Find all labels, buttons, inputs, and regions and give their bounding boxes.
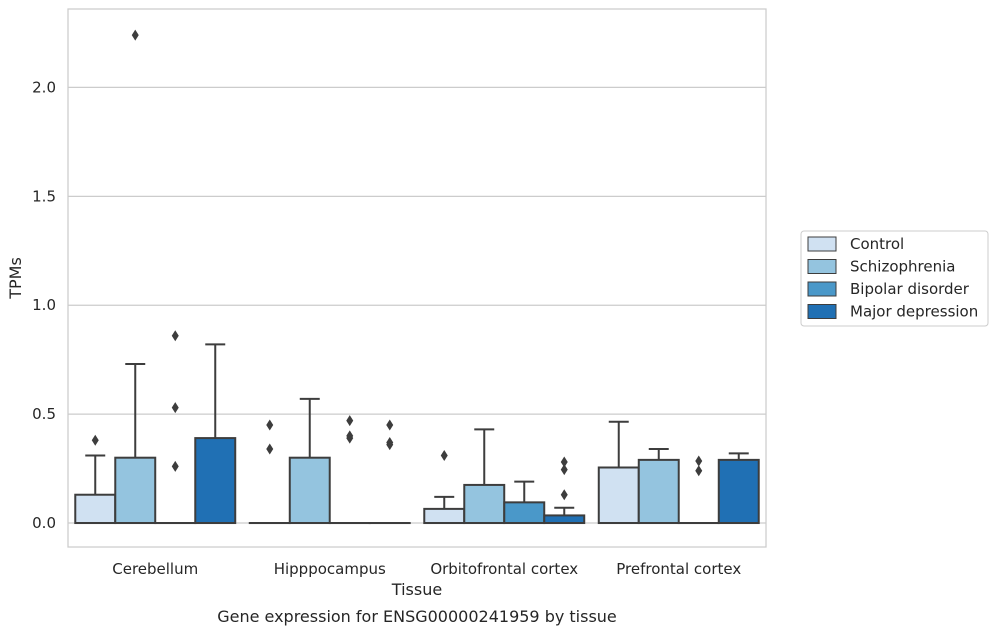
x-tick-label: Cerebellum <box>112 560 198 578</box>
legend-label: Schizophrenia <box>850 258 955 276</box>
outlier-point <box>560 456 568 468</box>
outlier-point <box>171 460 179 472</box>
box-group <box>677 455 720 525</box>
boxes-layer <box>74 29 760 525</box>
gridlines <box>68 86 766 524</box>
outlier-point <box>266 443 274 455</box>
outlier-point <box>346 430 354 442</box>
outlier-point <box>131 29 139 41</box>
box-group <box>637 447 680 525</box>
outlier-point <box>386 419 394 431</box>
y-tick-label: 0.0 <box>32 514 56 532</box>
y-tick-label: 1.5 <box>32 187 56 205</box>
outlier-point <box>386 436 394 448</box>
outlier-point <box>91 434 99 446</box>
box-group <box>114 29 157 525</box>
y-axis-ticks: 0.0 0.5 1.0 1.5 2.0 <box>32 78 56 532</box>
x-axis-label: Tissue <box>391 580 442 599</box>
outlier-point <box>346 415 354 427</box>
box <box>637 458 680 525</box>
x-axis-ticks: Cerebellum Hipppocampus Orbitofrontal cort… <box>112 560 741 578</box>
box-group <box>717 452 760 525</box>
plot-area-frame <box>67 8 767 548</box>
box-group <box>288 397 331 525</box>
x-tick-label: Prefrontal cortex <box>616 560 741 578</box>
legend-label: Control <box>850 235 904 253</box>
outlier-point <box>266 419 274 431</box>
x-tick-label: Orbitofrontal cortex <box>430 560 578 578</box>
box-group <box>368 419 411 525</box>
box <box>194 437 237 525</box>
legend-swatch <box>807 304 837 319</box>
box-group <box>154 330 197 525</box>
box <box>597 466 640 525</box>
box <box>543 514 586 525</box>
y-tick-label: 1.0 <box>32 296 56 314</box>
box <box>503 501 546 525</box>
y-axis-label: TPMs <box>6 257 25 300</box>
box <box>74 493 117 525</box>
outlier-point <box>695 455 703 467</box>
outlier-point <box>440 450 448 462</box>
box-group <box>597 420 640 525</box>
legend-label: Major depression <box>850 303 978 321</box>
outlier-point <box>171 330 179 342</box>
box-group <box>423 450 466 525</box>
y-tick-label: 2.0 <box>32 78 56 96</box>
box-group <box>328 415 371 525</box>
y-tick-label: 0.5 <box>32 405 56 423</box>
box <box>288 456 331 525</box>
legend-label: Bipolar disorder <box>850 280 970 298</box>
outlier-point <box>560 464 568 476</box>
box-group <box>248 419 291 525</box>
legend: Control Schizophrenia Bipolar disorder Majo… <box>800 230 989 327</box>
chart-caption: Gene expression for ENSG00000241959 by t… <box>217 607 617 626</box>
legend-frame <box>800 230 989 327</box>
box <box>423 507 466 525</box>
box-group <box>503 480 546 525</box>
legend-swatch <box>807 236 837 252</box>
outlier-point <box>171 402 179 414</box>
box-group <box>463 428 506 525</box>
box-group <box>194 343 237 525</box>
box-group <box>74 434 117 525</box>
box <box>717 458 760 525</box>
outlier-point <box>560 489 568 501</box>
box-group <box>543 456 586 525</box>
legend-swatch <box>807 281 837 297</box>
x-tick-label: Hipppocampus <box>274 560 386 578</box>
outlier-point <box>695 465 703 477</box>
legend-swatch <box>807 259 837 274</box>
box <box>463 483 506 525</box>
box <box>114 456 157 525</box>
